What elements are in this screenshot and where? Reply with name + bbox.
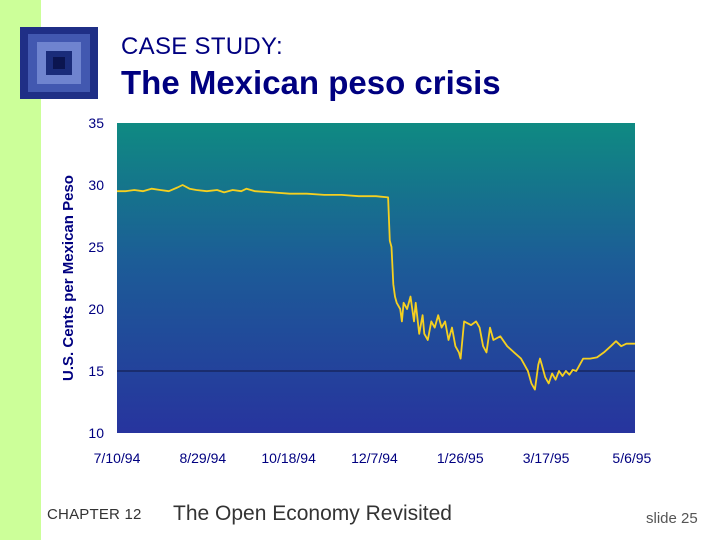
y-axis-ticks: 35 30 25 20 15 10	[88, 115, 104, 441]
x-tick-label: 7/10/94	[94, 450, 141, 466]
x-tick-label: 12/7/94	[351, 450, 398, 466]
y-tick-label: 10	[88, 425, 104, 441]
chapter-label: CHAPTER 12	[47, 506, 142, 523]
y-axis-label: U.S. Cents per Mexican Peso	[60, 175, 77, 381]
x-tick-label: 8/29/94	[179, 450, 226, 466]
x-tick-label: 5/6/95	[612, 450, 651, 466]
x-tick-label: 10/18/94	[261, 450, 316, 466]
x-axis-ticks: 7/10/94 8/29/94 10/18/94 12/7/94 1/26/95 3/17…	[94, 450, 652, 466]
slide-title: The Mexican peso crisis	[121, 64, 501, 101]
y-tick-label: 15	[88, 363, 104, 379]
tunnel-logo	[20, 27, 98, 99]
y-tick-label: 35	[88, 115, 104, 131]
y-tick-label: 20	[88, 301, 104, 317]
logo-center	[53, 57, 65, 69]
case-study-label: CASE STUDY:	[121, 33, 284, 60]
plot-area	[117, 123, 635, 433]
y-tick-label: 30	[88, 177, 104, 193]
y-tick-label: 25	[88, 239, 104, 255]
x-tick-label: 1/26/95	[437, 450, 484, 466]
peso-rate-line	[117, 184, 635, 391]
slide-number: slide 25	[646, 510, 698, 527]
book-title: The Open Economy Revisited	[173, 502, 452, 525]
x-tick-label: 3/17/95	[523, 450, 570, 466]
